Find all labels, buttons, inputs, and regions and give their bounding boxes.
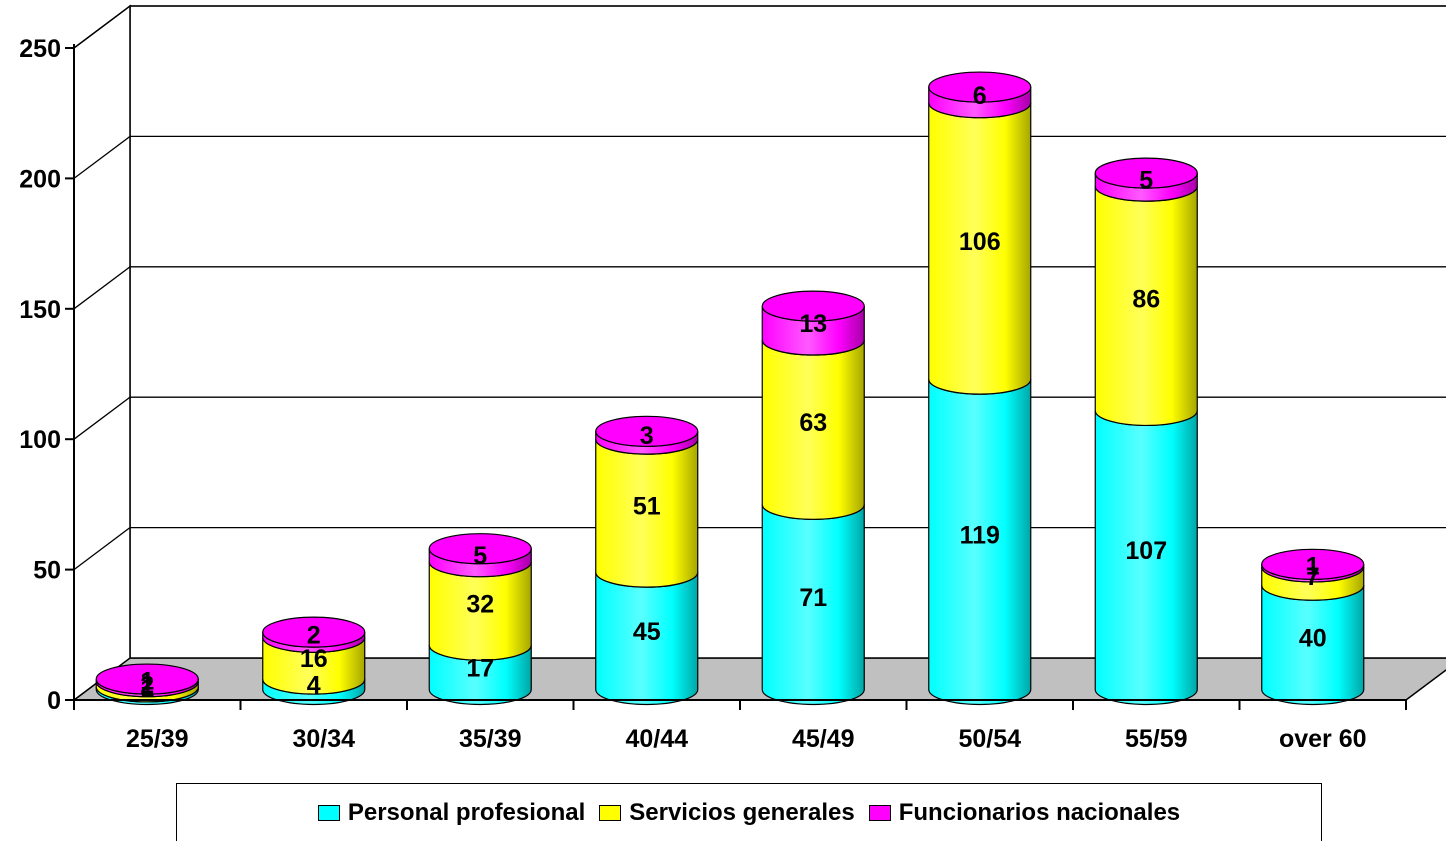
legend-swatch-personal-profesional — [317, 804, 340, 821]
bars — [95, 71, 1365, 706]
data-label: 16 — [300, 645, 328, 673]
bar-group-50/54 — [928, 71, 1032, 706]
gridline-diagonal — [73, 527, 131, 571]
y-tick-label: 100 — [19, 426, 61, 454]
legend-swatch-servicios-generales — [599, 804, 622, 821]
x-tick-label: 55/59 — [1125, 725, 1188, 753]
gridline-diagonal — [73, 266, 131, 310]
x-tick-label: over 60 — [1279, 725, 1367, 753]
data-label: 63 — [799, 409, 827, 437]
data-label: 51 — [633, 493, 661, 521]
chart-side-wall — [73, 4, 131, 702]
data-label: 1 — [140, 675, 154, 703]
data-label: 3 — [640, 422, 654, 450]
bar-group-55/59 — [1094, 157, 1198, 706]
legend-item-funcionarios-nacionales: Funcionarios nacionales — [868, 798, 1181, 827]
data-label: 2 — [307, 622, 321, 650]
data-label: 5 — [1139, 167, 1153, 195]
data-label: 32 — [466, 590, 494, 618]
bar-cap — [1261, 548, 1365, 580]
data-label: 13 — [799, 310, 827, 338]
x-tick-label: 25/39 — [126, 725, 189, 753]
bar-cap — [428, 533, 532, 565]
gridline-diagonal — [73, 396, 131, 440]
x-tick-label: 30/34 — [292, 725, 355, 753]
legend-item-servicios-generales: Servicios generales — [599, 798, 855, 827]
x-tick-label: 45/49 — [792, 725, 855, 753]
legend-label: Personal profesional — [347, 798, 586, 826]
gridline-diagonal — [73, 5, 131, 49]
data-label: 4 — [307, 671, 321, 699]
data-label: 119 — [960, 521, 1000, 549]
x-tick-label: 50/54 — [958, 725, 1021, 753]
data-label: 40 — [1299, 624, 1327, 652]
legend: Personal profesional Servicios generales… — [176, 783, 1322, 841]
legend-label: Funcionarios nacionales — [898, 798, 1181, 826]
chart-walls — [71, 4, 1446, 702]
gridline-diagonal — [73, 135, 131, 179]
y-tick-label: 50 — [33, 557, 61, 585]
data-label: 2 — [140, 671, 154, 699]
bar-cap — [761, 290, 865, 322]
x-tick-label: 35/39 — [459, 725, 522, 753]
bar-cap — [1094, 157, 1198, 189]
data-label: 6 — [973, 82, 987, 110]
data-label: 5 — [473, 542, 487, 570]
legend-label: Servicios generales — [629, 798, 855, 826]
y-tick-label: 200 — [19, 165, 61, 193]
bar-cap — [595, 415, 699, 447]
bar-cap — [262, 616, 366, 648]
bar-cap — [928, 71, 1032, 103]
bar-cap — [95, 663, 199, 695]
bar-group-40/44 — [595, 415, 699, 706]
data-label: 86 — [1132, 285, 1160, 313]
y-tick-label: 0 — [47, 687, 61, 715]
x-tick-label: 40/44 — [625, 725, 688, 753]
y-tick-label: 250 — [19, 35, 61, 63]
data-label: 7 — [1306, 563, 1320, 591]
bar-group-45/49 — [761, 290, 865, 706]
legend-swatch-funcionarios-nacionales — [868, 804, 891, 821]
bar-group-30/34 — [262, 616, 366, 706]
data-label: 1 — [140, 667, 154, 695]
data-label: 1 — [1306, 553, 1320, 581]
data-label: 45 — [633, 618, 661, 646]
bar-group-over 60 — [1261, 548, 1365, 706]
legend-item-personal-profesional: Personal profesional — [317, 798, 586, 827]
bar-group-35/39 — [428, 533, 532, 706]
data-label: 106 — [959, 228, 1001, 256]
y-tick-label: 150 — [19, 296, 61, 324]
data-label: 71 — [799, 584, 827, 612]
data-label: 17 — [466, 654, 494, 682]
data-label: 107 — [1125, 537, 1167, 565]
axes: 0 50 100 150 200 250 25/39 30/34 35/39 40/44 45/49… — [19, 35, 1407, 753]
